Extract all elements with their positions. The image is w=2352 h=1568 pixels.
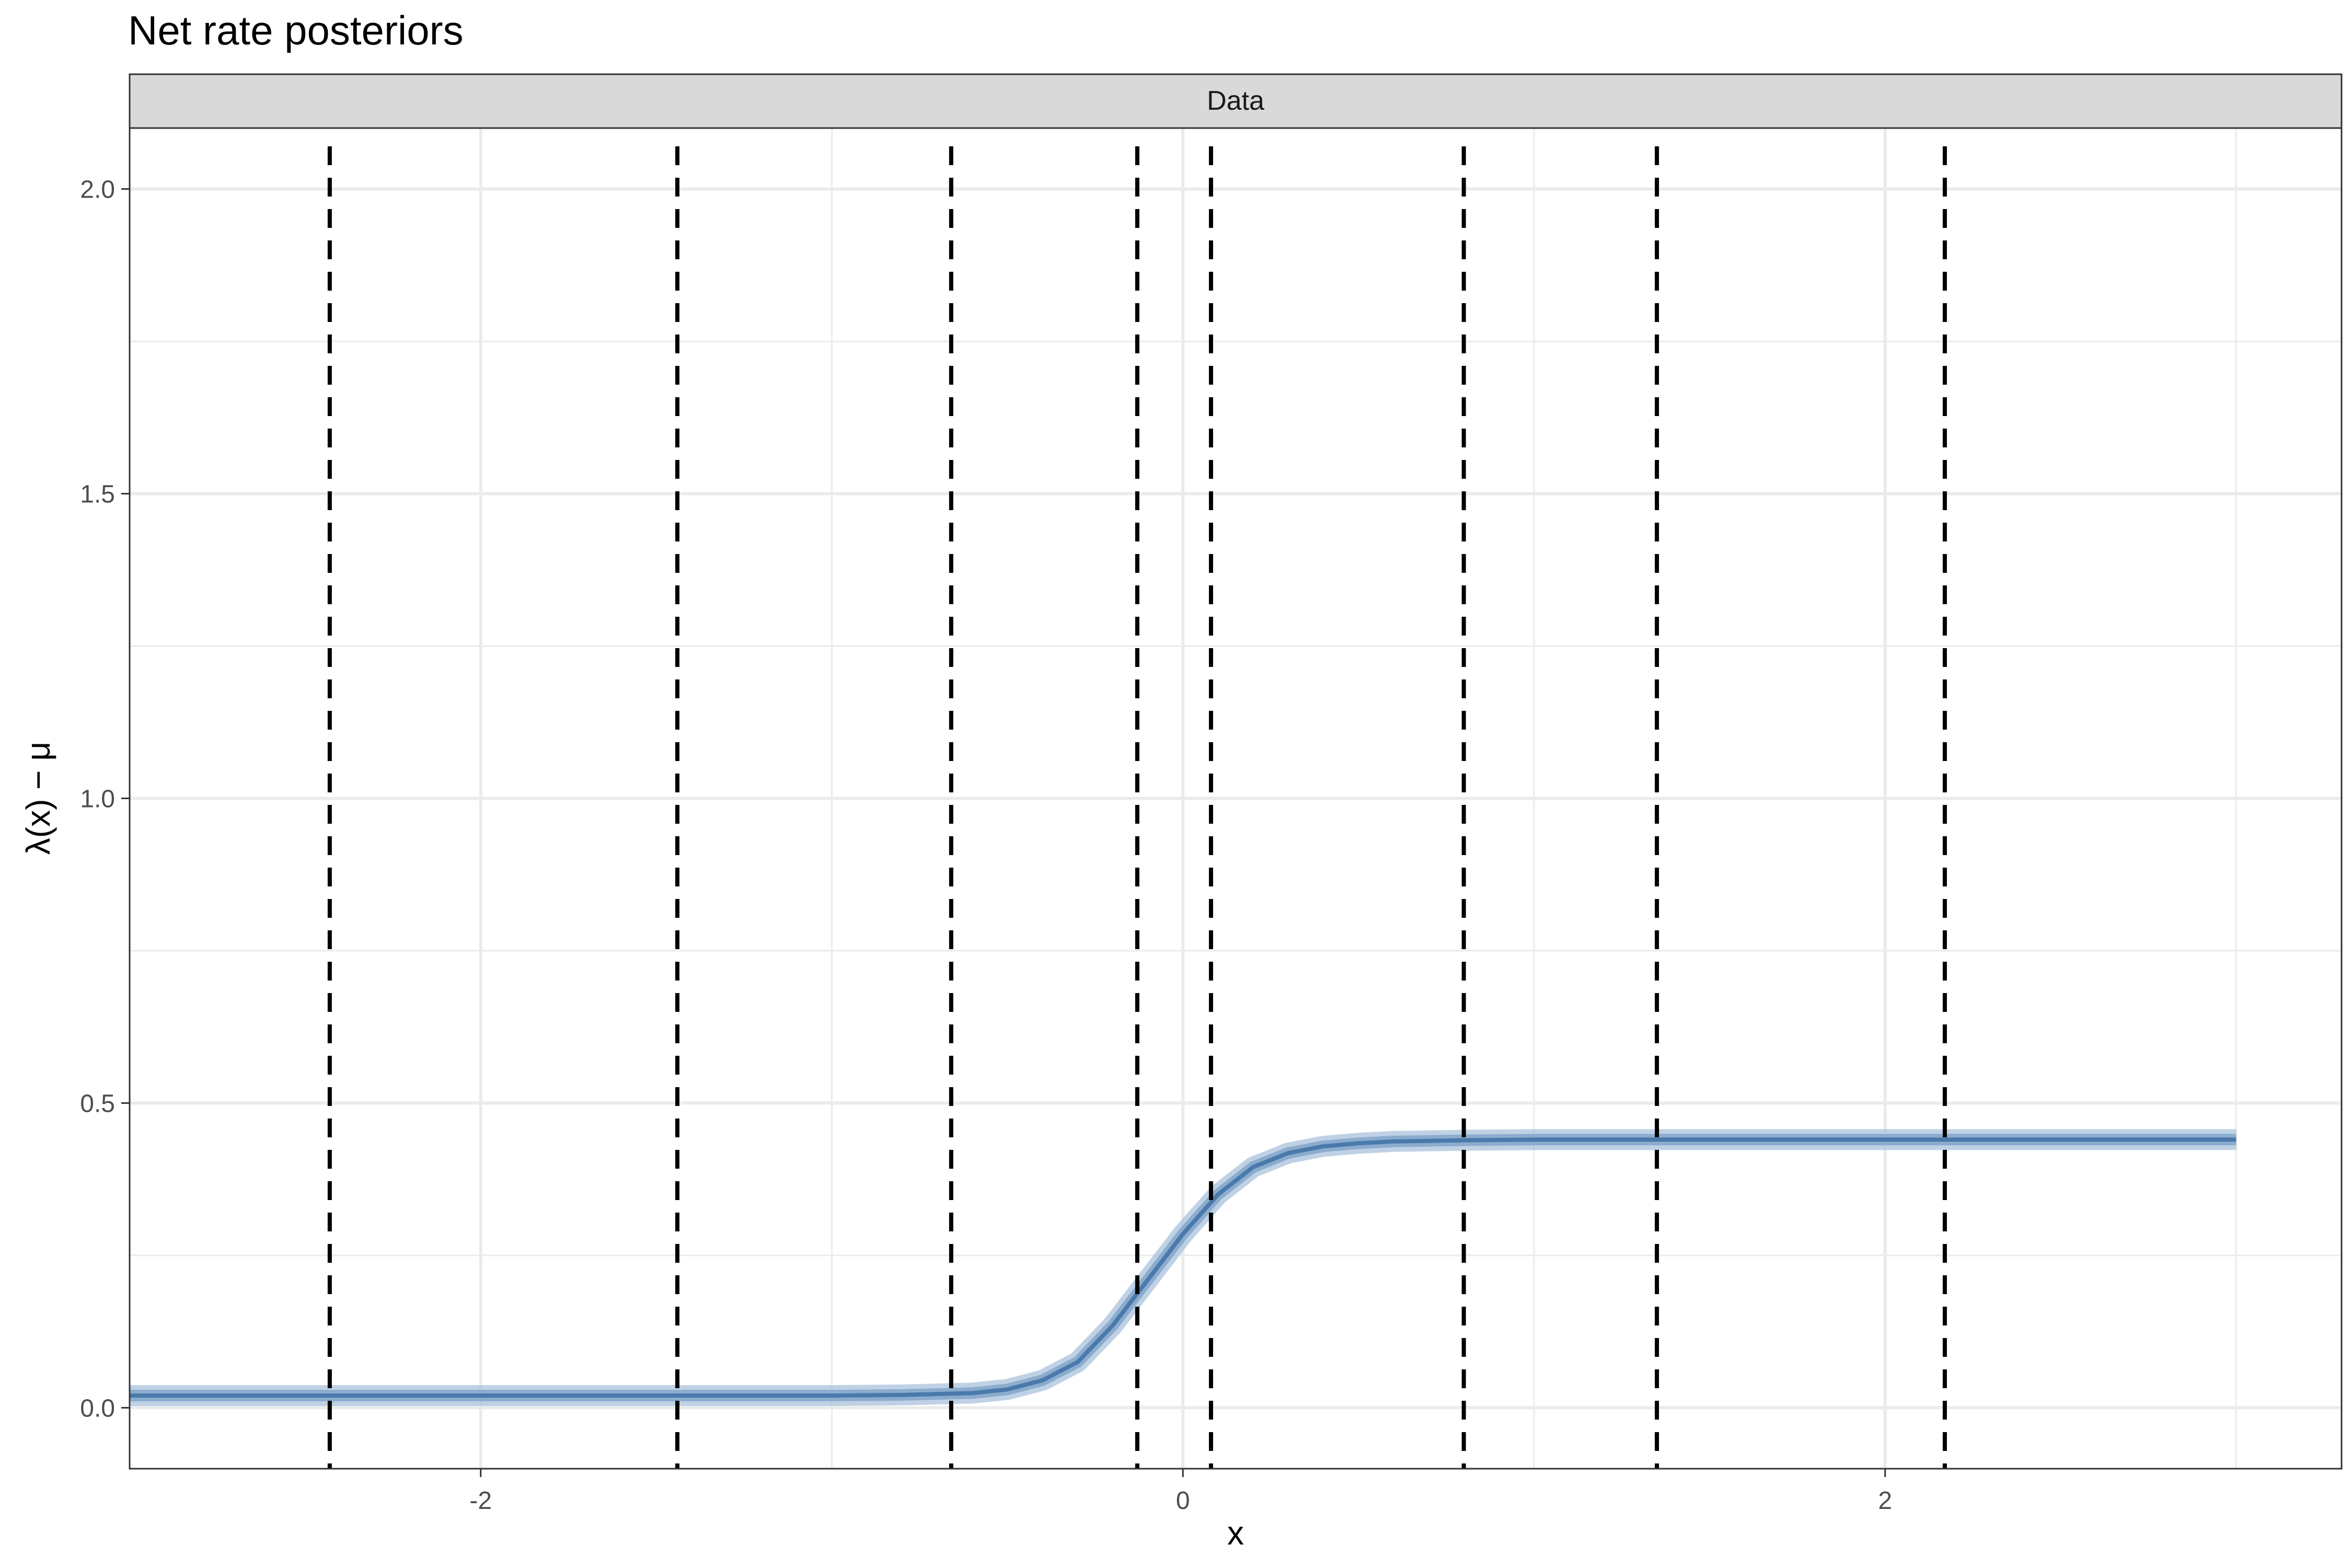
y-tick-label: 2.0 — [80, 176, 115, 204]
x-tick-label: 0 — [1176, 1487, 1190, 1515]
y-tick-label: 1.0 — [80, 786, 115, 813]
series-line — [130, 1137, 2236, 1398]
grid-major — [130, 128, 2342, 1469]
x-axis: -2 0 2 — [469, 1469, 1892, 1515]
facet-strip — [129, 73, 2343, 129]
x-tick-label: 2 — [1878, 1487, 1892, 1515]
y-tick-label: 0.5 — [80, 1090, 115, 1117]
y-tick-label: 0.0 — [80, 1394, 115, 1422]
x-axis-title: x — [1227, 1514, 1244, 1552]
y-axis-title: λ(x) − μ — [19, 742, 57, 855]
series-layer — [130, 1129, 2236, 1406]
chart-title: Net rate posteriors — [128, 7, 464, 53]
y-tick-label: 1.5 — [80, 481, 115, 509]
vline-layer — [327, 146, 1947, 1469]
x-tick-label: -2 — [469, 1487, 492, 1515]
y-axis: 0.0 0.5 1.0 1.5 2.0 — [80, 176, 130, 1422]
facet-strip-label: Data — [1207, 86, 1264, 116]
